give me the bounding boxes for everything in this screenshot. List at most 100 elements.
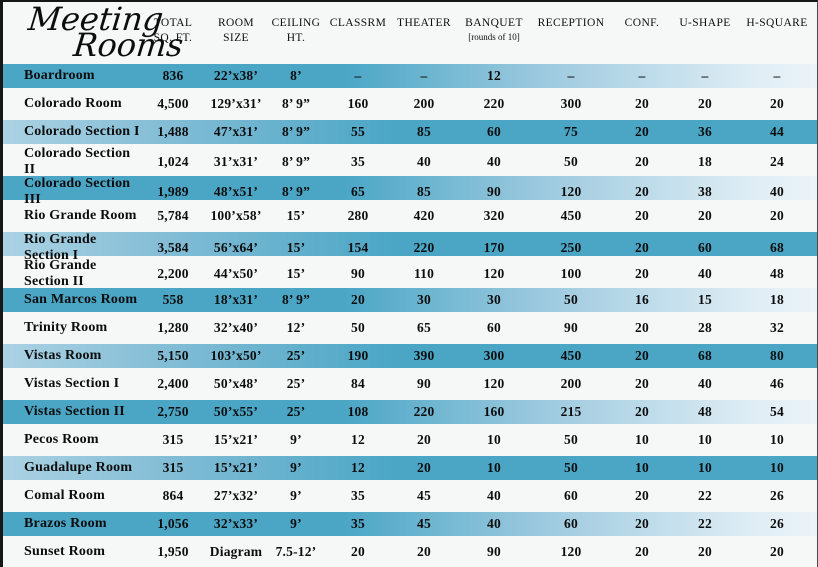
- room-name: Brazos Room: [24, 516, 107, 531]
- cell-banquet: 40: [487, 154, 501, 169]
- cell-banquet: 120: [483, 266, 505, 281]
- cell-h-square: 24: [770, 154, 784, 169]
- table-row: Trinity Room 1,280 32’x40’ 12’ 50 65 60 90 20 28 3…: [3, 314, 817, 342]
- cell-room-size: 50’x48’: [213, 376, 259, 391]
- cell-conf: –: [638, 68, 646, 83]
- cell-room-size: 56’x64’: [213, 240, 259, 255]
- cell-theater: 45: [417, 488, 431, 503]
- column-header-label: CEILING HT.: [271, 17, 321, 44]
- room-name: Vistas Section II: [24, 404, 125, 419]
- cell-theater: 40: [417, 154, 431, 169]
- cell-banquet: 40: [487, 488, 501, 503]
- cell-conf: 20: [635, 184, 649, 199]
- cell-room-size: 103’x50’: [210, 348, 262, 363]
- cell-ceiling-ht: 9’: [290, 460, 302, 475]
- column-header-label: U-SHAPE: [679, 17, 731, 29]
- cell-h-square: 18: [770, 292, 784, 307]
- column-header-ceiling-ht: CEILING HT.: [267, 2, 325, 62]
- cell-banquet: 300: [483, 348, 505, 363]
- table-row: Vistas Section I 2,400 50’x48’ 25’ 84 90 120 20…: [3, 370, 817, 398]
- cell-u-shape: 10: [698, 432, 712, 447]
- column-header-label: CONF.: [624, 17, 660, 29]
- cell-banquet: 10: [487, 460, 501, 475]
- cell-room-size: 100’x58’: [210, 208, 262, 223]
- cell-theater: 220: [413, 404, 435, 419]
- cell-h-square: 20: [770, 96, 784, 111]
- cell-u-shape: 40: [698, 376, 712, 391]
- table-row: Brazos Room 1,056 32’x33’ 9’ 35 45 40 60 20 22 26: [3, 510, 817, 538]
- cell-reception: 300: [560, 96, 582, 111]
- table-row: Guadalupe Room 315 15’x21’ 9’ 12 20 10 50 10 10 10: [3, 454, 817, 482]
- room-name: Pecos Room: [24, 432, 99, 447]
- room-name: Rio Grande Section I: [24, 232, 97, 263]
- cell-total-sqft: 1,280: [157, 320, 189, 335]
- cell-reception: 215: [560, 404, 582, 419]
- cell-theater: 85: [417, 184, 431, 199]
- cell-h-square: –: [773, 68, 781, 83]
- cell-total-sqft: 2,750: [157, 404, 189, 419]
- cell-theater: 90: [417, 376, 431, 391]
- cell-u-shape: 20: [698, 96, 712, 111]
- table-row: Vistas Section II 2,750 50’x55’ 25’ 108 220 16…: [3, 398, 817, 426]
- column-header-label: BANQUET: [465, 17, 523, 29]
- cell-conf: 10: [635, 460, 649, 475]
- cell-total-sqft: 558: [162, 292, 184, 307]
- cell-conf: 20: [635, 488, 649, 503]
- cell-ceiling-ht: 9’: [290, 516, 302, 531]
- cell-ceiling-ht: 25’: [286, 376, 306, 391]
- cell-ceiling-ht: 8’: [290, 68, 302, 83]
- cell-theater: 200: [413, 96, 435, 111]
- cell-banquet: 30: [487, 292, 501, 307]
- room-name: Trinity Room: [24, 320, 108, 335]
- cell-total-sqft: 315: [162, 460, 184, 475]
- cell-total-sqft: 5,784: [157, 208, 189, 223]
- cell-ceiling-ht: 25’: [286, 348, 306, 363]
- cell-total-sqft: 864: [162, 488, 184, 503]
- cell-u-shape: 10: [698, 460, 712, 475]
- column-header-theater: THEATER: [391, 2, 457, 62]
- cell-conf: 20: [635, 266, 649, 281]
- cell-conf: 20: [635, 154, 649, 169]
- room-name: Comal Room: [24, 488, 105, 503]
- cell-reception: 60: [564, 488, 578, 503]
- cell-h-square: 68: [770, 240, 784, 255]
- column-header-label: CLASSRM: [329, 17, 387, 29]
- cell-h-square: 20: [770, 208, 784, 223]
- cell-classrm: 20: [351, 292, 365, 307]
- room-name: Colorado Section III: [24, 176, 131, 207]
- cell-h-square: 46: [770, 376, 784, 391]
- cell-theater: 20: [417, 544, 431, 559]
- cell-theater: –: [420, 68, 428, 83]
- cell-room-size: 48’x51’: [213, 184, 259, 199]
- cell-reception: 50: [564, 292, 578, 307]
- cell-banquet: 320: [483, 208, 505, 223]
- column-header-label: RECEPTION: [537, 17, 605, 29]
- cell-room-size: 15’x21’: [213, 432, 259, 447]
- room-name: Boardroom: [24, 68, 95, 83]
- cell-total-sqft: 836: [162, 68, 184, 83]
- cell-classrm: 55: [351, 124, 365, 139]
- cell-room-size: 22’x38’: [213, 68, 259, 83]
- cell-conf: 20: [635, 516, 649, 531]
- cell-ceiling-ht: 8’ 9”: [281, 184, 311, 199]
- cell-u-shape: 20: [698, 544, 712, 559]
- cell-reception: 60: [564, 516, 578, 531]
- cell-conf: 20: [635, 320, 649, 335]
- cell-banquet: 90: [487, 544, 501, 559]
- cell-classrm: 20: [351, 544, 365, 559]
- cell-reception: 250: [560, 240, 582, 255]
- cell-reception: 120: [560, 544, 582, 559]
- table-row: Rio Grande Section II 2,200 44’x50’ 15’ 90 11…: [3, 258, 817, 289]
- cell-total-sqft: 4,500: [157, 96, 189, 111]
- cell-u-shape: 60: [698, 240, 712, 255]
- table-header: TOTAL SQ. FT. ROOM SIZE CEILING HT. CLASSRM…: [3, 2, 817, 62]
- cell-reception: 50: [564, 432, 578, 447]
- room-name: Colorado Section I: [24, 124, 140, 139]
- room-name: Sunset Room: [24, 544, 106, 559]
- column-header-subnote: [rounds of 10]: [468, 31, 520, 42]
- cell-total-sqft: 5,150: [157, 348, 189, 363]
- table-row: Vistas Room 5,150 103’x50’ 25’ 190 390 300 450 2…: [3, 342, 817, 370]
- cell-u-shape: 40: [698, 266, 712, 281]
- room-name: Colorado Section II: [24, 146, 131, 177]
- cell-conf: 20: [635, 124, 649, 139]
